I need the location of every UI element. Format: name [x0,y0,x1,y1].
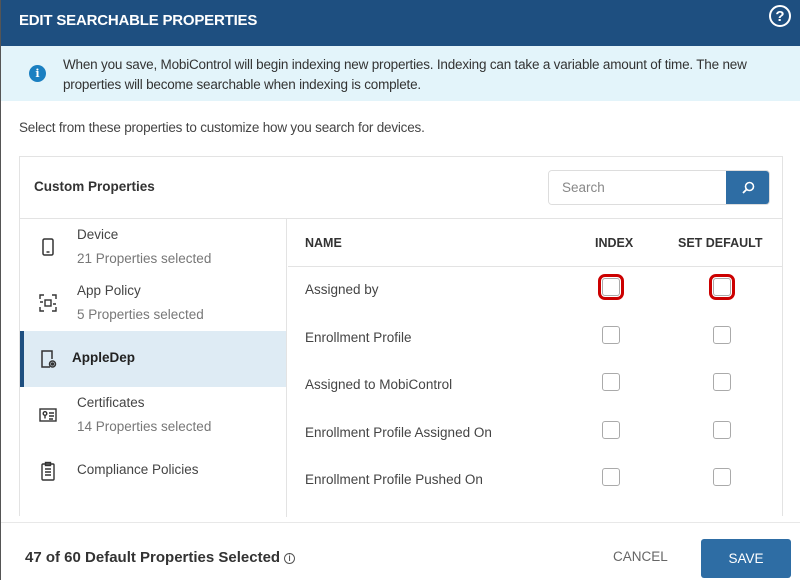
save-button[interactable]: SAVE [701,539,791,578]
table-header: NAME INDEX SET DEFAULT [288,219,782,267]
phone-icon [42,238,54,256]
properties-panel: Custom Properties Device 21 Properties s… [19,156,783,517]
set-default-checkbox[interactable] [713,325,731,344]
property-name: Enrollment Profile [305,329,412,345]
info-banner: i When you save, MobiControl will begin … [1,46,800,101]
category-name: AppleDep [72,350,136,365]
category-name: Compliance Policies [77,462,199,477]
selection-count-text: 47 of 60 Default Properties Selected [25,549,281,566]
property-name: Enrollment Profile Assigned On [305,424,492,440]
clipboard-icon [41,461,55,481]
apple-dep-icon [41,350,57,368]
cancel-button[interactable]: CANCEL [613,549,668,564]
table-row: Assigned to MobiControl [288,362,782,410]
category-appledep[interactable]: AppleDep [20,331,286,387]
table-row: Enrollment Profile Pushed On [288,457,782,505]
search-button[interactable] [726,171,769,204]
category-count: 21 Properties selected [77,251,212,266]
category-name: Device [77,227,119,242]
info-text: When you save, MobiControl will begin in… [63,57,747,92]
index-checkbox[interactable] [602,420,620,439]
category-device[interactable]: Device 21 Properties selected [20,219,286,275]
category-list: Device 21 Properties selected App Policy… [20,219,287,517]
column-set-default: SET DEFAULT [678,236,763,250]
search-icon [741,181,754,194]
info-icon[interactable]: i [284,553,296,564]
column-index: INDEX [595,236,634,250]
index-checkbox[interactable] [602,468,620,486]
intro-text: Select from these properties to customiz… [19,120,425,135]
certificate-icon [39,408,57,422]
category-certificates[interactable]: Certificates 14 Properties selected [20,387,286,443]
property-name: Assigned by [305,282,379,297]
category-count: 14 Properties selected [77,419,212,434]
question-circle-icon[interactable]: ? [769,5,791,27]
index-checkbox[interactable] [598,274,624,300]
dialog-footer: 47 of 60 Default Properties Selected i CA… [1,522,800,580]
dialog-title: EDIT SEARCHABLE PROPERTIES [19,12,258,29]
column-name: NAME [305,236,342,250]
category-name: Certificates [77,395,145,410]
app-policy-icon [39,294,57,312]
info-icon: i [29,65,46,82]
panel-header: Custom Properties [20,157,782,219]
table-row: Enrollment Profile [288,315,782,363]
properties-table: NAME INDEX SET DEFAULT Assigned by Enrol… [288,219,782,505]
panel-title: Custom Properties [34,179,155,194]
set-default-checkbox[interactable] [709,274,735,300]
index-checkbox[interactable] [602,325,620,344]
category-name: App Policy [77,283,141,298]
selection-count: 47 of 60 Default Properties Selected i [25,549,296,566]
property-name: Assigned to MobiControl [305,377,453,392]
dialog-header: EDIT SEARCHABLE PROPERTIES ? [1,0,800,46]
set-default-checkbox[interactable] [713,373,731,391]
table-row: Assigned by [288,267,782,315]
set-default-checkbox[interactable] [713,468,731,486]
table-row: Enrollment Profile Assigned On [288,410,782,458]
category-compliance-policies[interactable]: Compliance Policies [20,443,286,499]
category-app-policy[interactable]: App Policy 5 Properties selected [20,275,286,331]
set-default-checkbox[interactable] [713,420,731,439]
index-checkbox[interactable] [602,373,620,391]
category-count: 5 Properties selected [77,307,204,322]
search-input[interactable] [549,171,727,204]
property-name: Enrollment Profile Pushed On [305,472,483,487]
search-box [548,170,770,205]
